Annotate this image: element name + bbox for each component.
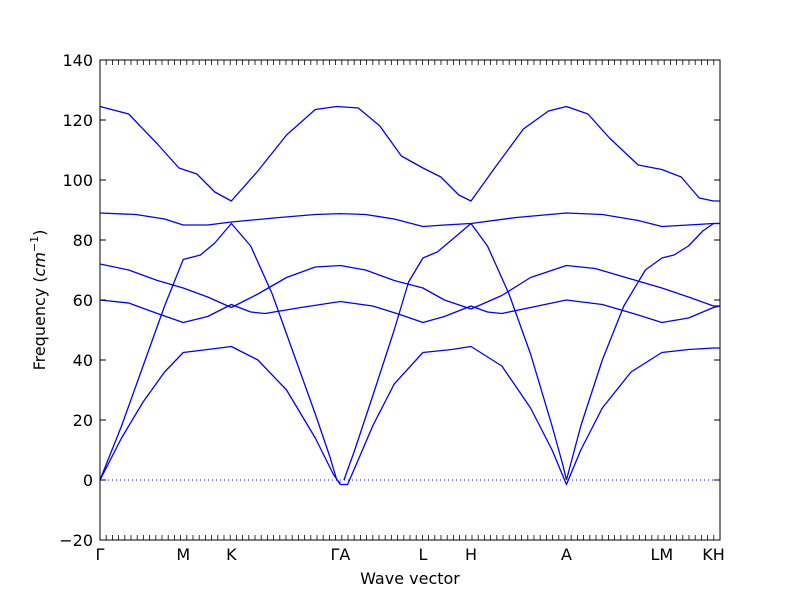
- x-tick-label: ΓA: [330, 545, 350, 564]
- y-tick-label: 0: [83, 471, 93, 490]
- plot-area: [99, 105, 721, 486]
- y-tick-label: 60: [73, 291, 93, 310]
- band-line-7: [99, 299, 721, 324]
- plot-frame: [99, 59, 721, 541]
- x-tick-label: K: [226, 545, 237, 564]
- band-line-1: [99, 105, 720, 202]
- y-axis-ticks: −20 0 20 40 60 80 100 120 140: [59, 51, 720, 550]
- band-line-6: [99, 263, 720, 310]
- y-tick-label: 20: [73, 411, 93, 430]
- y-tick-label: 120: [62, 111, 93, 130]
- band-line-3: [99, 222, 341, 484]
- x-tick-label: LM: [651, 545, 674, 564]
- y-tick-label: 140: [62, 51, 93, 70]
- y-axis-title: Frequency (cm−1): [28, 230, 49, 371]
- y-axis-title-exponent: −1: [28, 236, 41, 252]
- x-axis-title: Wave vector: [360, 569, 460, 588]
- y-axis-title-close: ): [30, 230, 49, 236]
- y-tick-label: 100: [62, 171, 93, 190]
- band-line-8: [99, 345, 720, 486]
- y-tick-label: 40: [73, 351, 93, 370]
- band-line-5: [565, 222, 720, 481]
- x-axis-ticks: Γ M K ΓA L H A LM KH: [96, 60, 725, 564]
- x-tick-label: A: [561, 545, 572, 564]
- x-tick-label: KH: [702, 545, 725, 564]
- x-tick-label: Γ: [96, 545, 105, 564]
- x-tick-label: M: [176, 545, 190, 564]
- band-line-4: [343, 222, 568, 481]
- x-tick-label: H: [465, 545, 477, 564]
- x-tick-label: L: [418, 545, 427, 564]
- y-tick-label: 80: [73, 231, 93, 250]
- y-axis-title-text: Frequency (: [30, 276, 49, 370]
- y-axis-title-unit: cm: [30, 252, 49, 276]
- y-tick-label: −20: [59, 531, 93, 550]
- band-line-2: [99, 212, 720, 228]
